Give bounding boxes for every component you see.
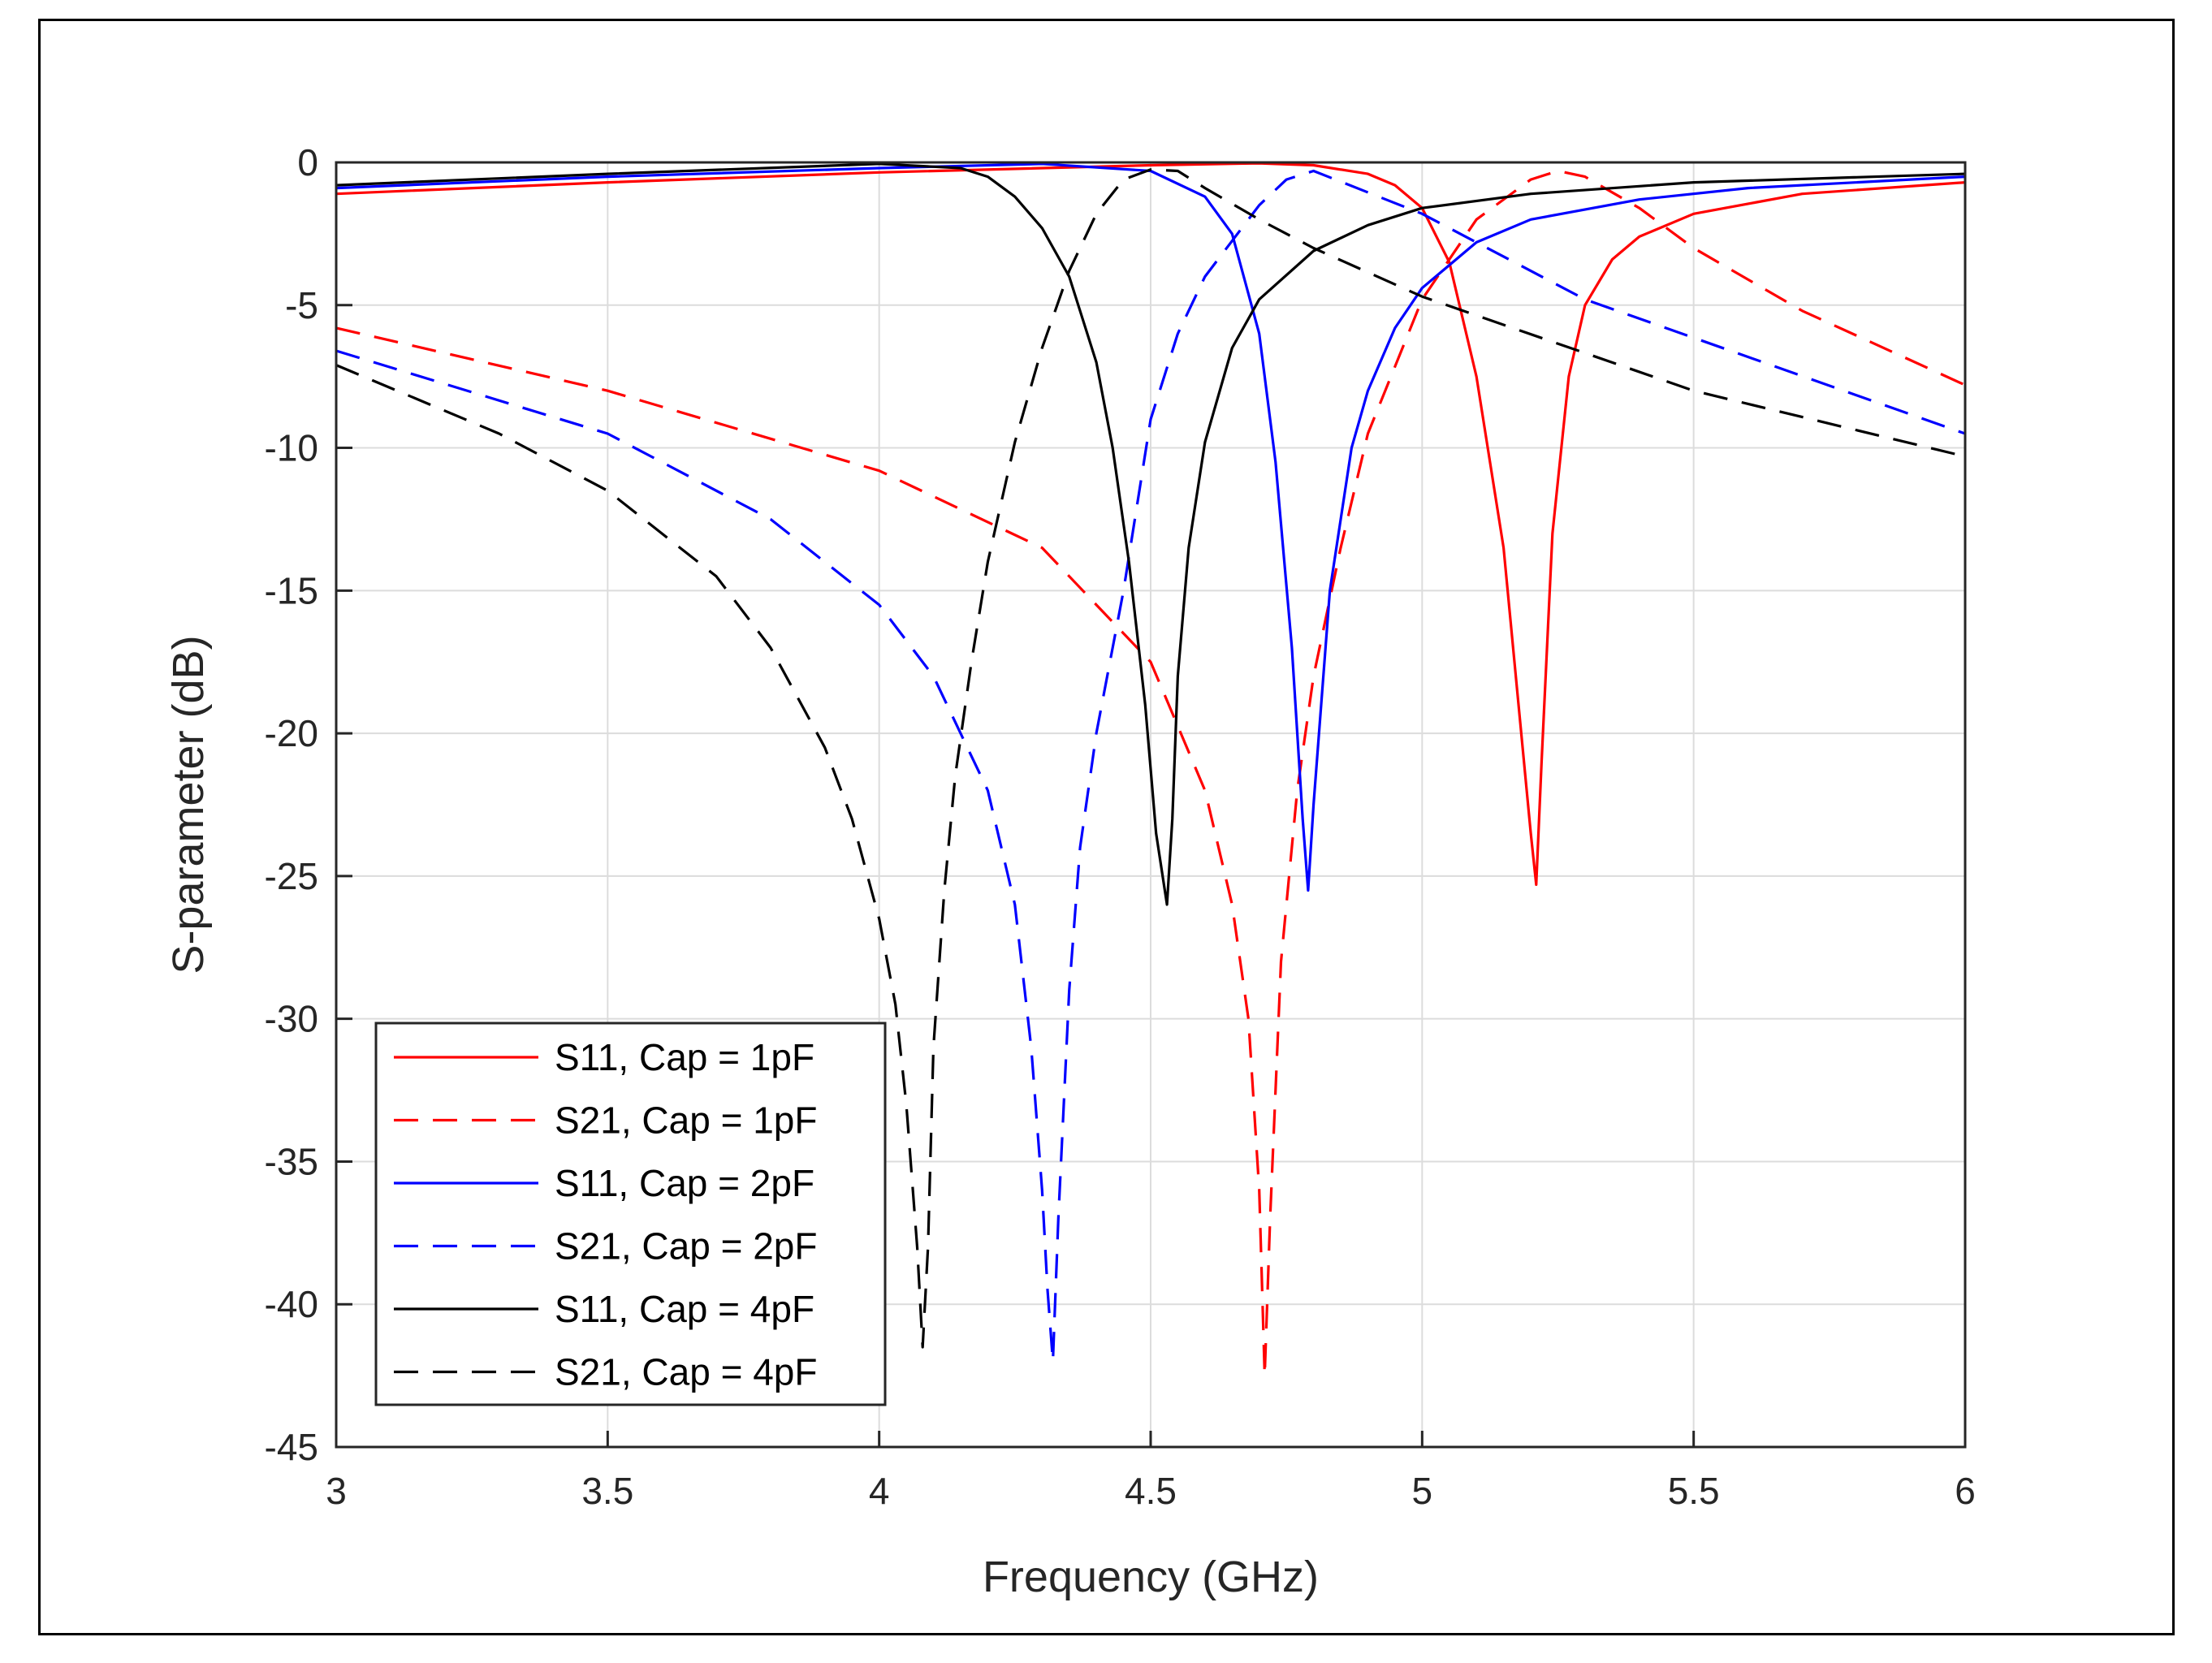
x-tick-label: 3 xyxy=(326,1470,347,1512)
y-tick-label: -40 xyxy=(265,1283,318,1325)
series-line-4 xyxy=(335,169,1966,1363)
series-line-3 xyxy=(335,162,1966,892)
x-tick-label: 5 xyxy=(1412,1470,1433,1512)
x-tick-label: 3.5 xyxy=(581,1470,633,1512)
legend-label: S11, Cap = 1pF xyxy=(555,1036,814,1078)
series-line-5 xyxy=(335,162,1966,906)
series-line-2 xyxy=(335,169,1966,1377)
y-tick-label: -30 xyxy=(265,998,318,1040)
legend-label: S11, Cap = 4pF xyxy=(555,1288,814,1330)
legend-label: S21, Cap = 2pF xyxy=(555,1225,817,1268)
y-tick-label: -45 xyxy=(265,1426,318,1468)
y-tick-label: -35 xyxy=(265,1140,318,1182)
y-tick-label: -25 xyxy=(265,855,318,897)
tick-layer: 3 3.5 4 4.5 5 5.5 6 0 -5 -10 -15 -20 -25 -30 -35 -40 -45 xyxy=(265,141,1976,1512)
legend-box xyxy=(374,1022,887,1406)
y-tick-label: 0 xyxy=(297,141,318,184)
y-tick-label: -20 xyxy=(265,712,318,754)
y-tick-label: -10 xyxy=(265,427,318,469)
x-tick-label: 5.5 xyxy=(1668,1470,1720,1512)
legend-label: S21, Cap = 1pF xyxy=(555,1099,817,1142)
series-line-6 xyxy=(335,168,1966,1349)
x-tick-label: 6 xyxy=(1955,1470,1976,1512)
legend: S11, Cap = 1pF S21, Cap = 1pF S11, Cap = 2… xyxy=(374,1022,887,1406)
y-axis-title: S-parameter (dB) xyxy=(164,635,213,974)
legend-label: S21, Cap = 4pF xyxy=(555,1351,817,1393)
y-tick-label: -15 xyxy=(265,569,318,611)
y-tick-label: -5 xyxy=(285,284,318,326)
x-tick-label: 4.5 xyxy=(1125,1470,1177,1512)
legend-label: S11, Cap = 2pF xyxy=(555,1162,814,1204)
x-axis-title: Frequency (GHz) xyxy=(983,1553,1319,1601)
x-tick-label: 4 xyxy=(869,1470,890,1512)
